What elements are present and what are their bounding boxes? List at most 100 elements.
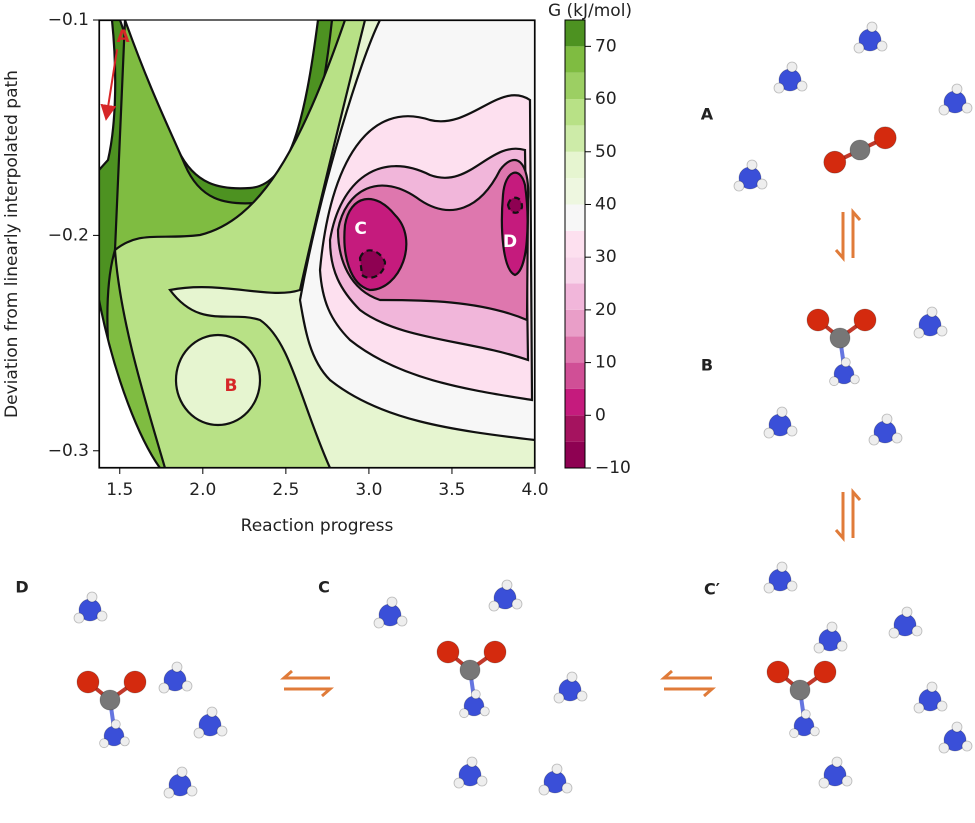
- atom: [786, 61, 798, 73]
- atom: [806, 308, 830, 332]
- atom: [86, 591, 98, 603]
- atom: [216, 725, 228, 737]
- atom: [171, 661, 183, 673]
- atom: [396, 615, 408, 627]
- y-tick-label: −0.2: [48, 225, 89, 245]
- atom: [576, 690, 588, 702]
- atom: [853, 42, 865, 54]
- atom: [961, 740, 973, 752]
- atom: [911, 625, 923, 637]
- colorbar-tick-label: 0: [595, 405, 606, 425]
- atom: [386, 596, 398, 608]
- colorbar-tick-label: 70: [595, 36, 617, 56]
- colorbar-level: [565, 415, 585, 442]
- atom: [913, 327, 925, 339]
- atom: [488, 600, 500, 612]
- atom: [511, 598, 523, 610]
- atom: [901, 606, 913, 618]
- atom: [813, 642, 825, 654]
- colorbar-level: [565, 99, 585, 126]
- atom: [831, 756, 843, 768]
- atom: [789, 728, 799, 739]
- colorbar-level: [565, 46, 585, 73]
- colorbar-tick-label: −10: [595, 458, 631, 478]
- colorbar-level: [565, 125, 585, 152]
- atom: [123, 670, 147, 694]
- panel-label: B: [701, 356, 713, 375]
- atom: [961, 102, 973, 114]
- atom: [479, 706, 490, 717]
- atom: [776, 561, 788, 573]
- x-tick-label: 3.5: [438, 480, 465, 500]
- atom: [476, 775, 488, 787]
- atom: [733, 180, 745, 192]
- atom: [73, 612, 85, 624]
- colorbar-level: [565, 441, 585, 468]
- atom: [951, 83, 963, 95]
- atom: [483, 640, 507, 664]
- atom: [873, 126, 897, 150]
- atom: [756, 178, 768, 190]
- y-axis-label: Deviation from linearly interpolated pat…: [2, 70, 22, 418]
- atom: [853, 308, 877, 332]
- atom: [766, 660, 790, 684]
- atom: [891, 432, 903, 444]
- atom: [459, 659, 481, 681]
- atom: [181, 680, 193, 692]
- atom: [789, 679, 811, 701]
- atom: [176, 766, 188, 778]
- atom: [773, 82, 785, 94]
- x-tick-label: 3.0: [355, 480, 382, 500]
- atom: [553, 692, 565, 704]
- atom: [99, 689, 121, 711]
- colorbar-level: [565, 388, 585, 416]
- colorbar-level: [565, 362, 585, 389]
- atom: [163, 787, 175, 799]
- atom: [373, 617, 385, 629]
- colorbar-tick-label: 20: [595, 300, 617, 320]
- atom: [809, 726, 820, 737]
- atom: [876, 40, 888, 52]
- atom: [840, 357, 851, 368]
- equilibrium-arrows: [280, 208, 862, 698]
- plot-frame: [98, 19, 536, 469]
- atom: [459, 708, 470, 719]
- atom: [776, 406, 788, 418]
- panel-label: A: [701, 105, 714, 124]
- atom: [786, 425, 798, 437]
- y-tick-label: −0.1: [48, 10, 89, 30]
- y-tick-label: −0.3: [48, 441, 89, 461]
- atom: [849, 139, 871, 161]
- colorbar-level: [565, 20, 585, 47]
- x-tick-label: 2.5: [272, 480, 299, 500]
- panel-label: C′: [704, 580, 720, 599]
- atom: [436, 640, 460, 664]
- colorbar-tick-label: 60: [595, 89, 617, 109]
- colorbar-level: [565, 336, 585, 363]
- colorbar-tick-label: 30: [595, 247, 617, 267]
- colorbar-frame: [564, 19, 586, 469]
- atom: [826, 621, 838, 633]
- atom: [866, 21, 878, 33]
- atom: [926, 306, 938, 318]
- atom: [561, 782, 573, 794]
- atom: [829, 327, 851, 349]
- atom: [936, 700, 948, 712]
- colorbar-tick-label: 50: [595, 142, 617, 162]
- annotation: C: [354, 219, 366, 239]
- atom: [110, 719, 121, 730]
- atom: [158, 682, 170, 694]
- colorbar-level: [565, 178, 585, 205]
- colorbar-tick-label: 40: [595, 194, 617, 214]
- atom: [551, 763, 563, 775]
- atom: [913, 702, 925, 714]
- atom: [938, 104, 950, 116]
- atom: [926, 681, 938, 693]
- atom: [849, 374, 860, 385]
- atom: [951, 721, 963, 733]
- annotation: D: [503, 232, 517, 252]
- atom: [566, 671, 578, 683]
- atom: [868, 434, 880, 446]
- colorbar-level: [565, 309, 585, 337]
- atom: [466, 756, 478, 768]
